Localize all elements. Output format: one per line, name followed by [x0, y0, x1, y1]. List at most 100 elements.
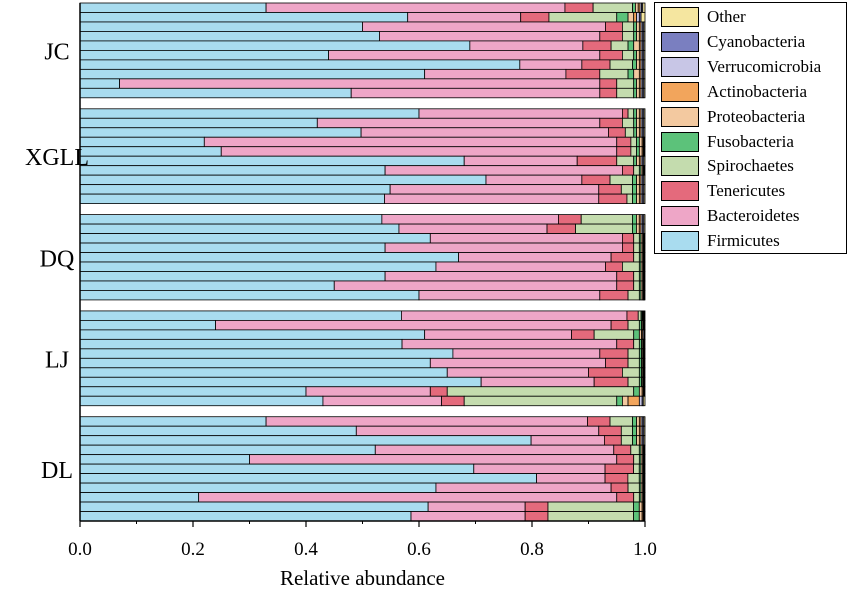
bar-segment-lj-2-spirochaetes [627, 319, 640, 331]
bar-segment-dl-9-other [644, 492, 646, 503]
bar-segment-dl-4-spirochaetes [630, 444, 640, 456]
bar-segment-dq-6-spirochaetes [622, 261, 640, 272]
bar-segment-jc-5-tenericutes [582, 40, 612, 51]
x-tick-label: 1.0 [633, 539, 657, 560]
bar-segment-jc-2-proteobacteria [627, 12, 635, 23]
bar-segment-dl-2-proteobacteria [636, 425, 640, 437]
bar-segment-lj-5-tenericutes [599, 348, 629, 359]
legend-swatch [661, 31, 699, 52]
bar-segment-xgll-2-bacteroidetes [316, 117, 601, 129]
bar-segment-jc-10-bacteroidetes [350, 87, 601, 99]
bar-segment-xgll-9-bacteroidetes [389, 184, 600, 195]
bar-segment-xgll-7-tenericutes [622, 165, 635, 176]
bar-segment-lj-10-actinobacteria [627, 395, 640, 407]
legend-label: Verrucomicrobia [707, 56, 822, 76]
bar-segment-xgll-1-tenericutes [622, 108, 629, 119]
x-axis-label: Relative abundance [280, 566, 445, 590]
bar-segment-jc-10-other [643, 87, 646, 99]
bar-segment-jc-1-bacteroidetes [265, 2, 566, 13]
bar-segment-dl-2-spirochaetes [620, 425, 633, 437]
bar-segment-lj-4-spirochaetes [633, 338, 640, 350]
bar-segment-dl-9-spirochaetes [633, 492, 640, 503]
bar-segment-dq-9-firmicutes [79, 290, 420, 301]
legend-swatch [661, 56, 699, 77]
bar-segment-jc-7-fusobacteria [632, 59, 637, 70]
bar-segment-xgll-4-firmicutes [79, 136, 205, 148]
bar-segment-xgll-1-other [643, 108, 646, 119]
bar-segment-dq-5-spirochaetes [633, 252, 640, 263]
bar-segment-xgll-8-spirochaetes [609, 174, 633, 186]
legend-item-bacteroidetes: Bacteroidetes [661, 205, 800, 227]
bar-segment-dl-1-firmicutes [79, 416, 267, 427]
bar-segment-xgll-3-bacteroidetes [360, 127, 609, 138]
bar-segment-jc-9-tenericutes [599, 78, 618, 89]
bar-segment-jc-6-fusobacteria [633, 50, 637, 61]
legend-swatch [661, 206, 699, 227]
bar-segment-dl-2-tenericutes [598, 425, 622, 437]
bar-segment-dq-1-spirochaetes [580, 214, 633, 225]
bar-segment-xgll-2-tenericutes [599, 117, 623, 129]
bar-segment-dq-4-bacteroidetes [384, 242, 623, 253]
bar-segment-xgll-10-other [643, 193, 646, 204]
bar-segment-xgll-6-proteobacteria [636, 155, 640, 167]
bar-segment-dl-6-tenericutes [604, 463, 634, 474]
bar-segment-lj-5-other [644, 348, 646, 359]
bar-segment-lj-4-other [644, 338, 646, 350]
bar-segment-dl-11-spirochaetes [547, 511, 634, 522]
bar-segment-dq-5-other [644, 252, 646, 263]
bar-segment-dl-6-bacteroidetes [473, 463, 606, 474]
legend-label: Actinobacteria [707, 81, 808, 101]
bar-segment-xgll-5-other [644, 146, 646, 157]
bar-segment-xgll-8-other [643, 174, 646, 186]
bar-segment-dl-3-bacteroidetes [530, 435, 605, 446]
bar-segment-xgll-1-proteobacteria [636, 108, 640, 119]
bar-segment-dl-3-spirochaetes [620, 435, 633, 446]
legend-item-proteobacteria: Proteobacteria [661, 106, 805, 128]
bar-segment-dl-11-firmicutes [79, 511, 412, 522]
bar-segment-jc-1-fusobacteria [632, 2, 636, 13]
bar-segment-jc-1-tenericutes [564, 2, 594, 13]
bar-segment-dl-7-tenericutes [604, 473, 629, 484]
bar-segment-dl-1-tenericutes [587, 416, 611, 427]
bar-segment-lj-2-tenericutes [610, 319, 629, 331]
legend-swatch [661, 131, 699, 152]
bar-segment-dq-2-fusobacteria [632, 223, 637, 234]
bar-segment-lj-1-bacteroidetes [401, 310, 628, 321]
bar-segment-lj-9-firmicutes [79, 386, 307, 397]
legend-item-verrucomicrobia: Verrucomicrobia [661, 56, 821, 78]
bar-segment-jc-7-bacteroidetes [519, 59, 583, 70]
bar-segment-lj-5-bacteroidetes [452, 348, 601, 359]
bar-segment-jc-7-spirochaetes [609, 59, 633, 70]
bar-segment-xgll-4-fusobacteria [636, 136, 640, 148]
bar-segment-dq-6-tenericutes [605, 261, 623, 272]
bar-segment-jc-2-firmicutes [79, 12, 409, 23]
bar-segment-jc-3-proteobacteria [636, 21, 640, 32]
bar-segment-dl-11-proteobacteria [638, 511, 643, 522]
group-label-jc: JC [44, 39, 69, 65]
bar-segment-jc-4-spirochaetes [622, 31, 635, 42]
bar-segment-dl-8-spirochaetes [627, 482, 640, 493]
bar-segment-dq-9-bacteroidetes [418, 290, 601, 301]
bar-segment-lj-6-spirochaetes [627, 357, 640, 369]
bar-segment-dl-8-bacteroidetes [435, 482, 612, 493]
bar-segment-jc-7-firmicutes [79, 59, 521, 70]
bar-segment-jc-1-spirochaetes [592, 2, 633, 13]
bar-segment-lj-1-firmicutes [79, 310, 402, 321]
bar-segment-jc-4-bacteroidetes [379, 31, 601, 42]
bar-segment-jc-3-spirochaetes [622, 21, 635, 32]
bar-segment-dq-7-tenericutes [616, 271, 635, 282]
bar-segment-dl-6-spirochaetes [633, 463, 640, 474]
legend-item-actinobacteria: Actinobacteria [661, 81, 807, 103]
bar-segment-dl-9-firmicutes [79, 492, 200, 503]
bar-segment-dl-3-proteobacteria [636, 435, 640, 446]
bar-segment-dq-6-bacteroidetes [435, 261, 606, 272]
bar-segment-lj-6-bacteroidetes [429, 357, 606, 369]
bar-segment-dq-4-firmicutes [79, 242, 386, 253]
bar-segment-dq-3-spirochaetes [633, 233, 640, 244]
bar-segment-xgll-6-firmicutes [79, 155, 465, 167]
bar-segment-lj-10-proteobacteria [622, 395, 629, 407]
bar-segment-xgll-6-tenericutes [576, 155, 618, 167]
legend-label: Proteobacteria [707, 106, 806, 126]
bar-segment-dl-3-tenericutes [604, 435, 622, 446]
bar-segment-xgll-9-proteobacteria [636, 184, 640, 195]
